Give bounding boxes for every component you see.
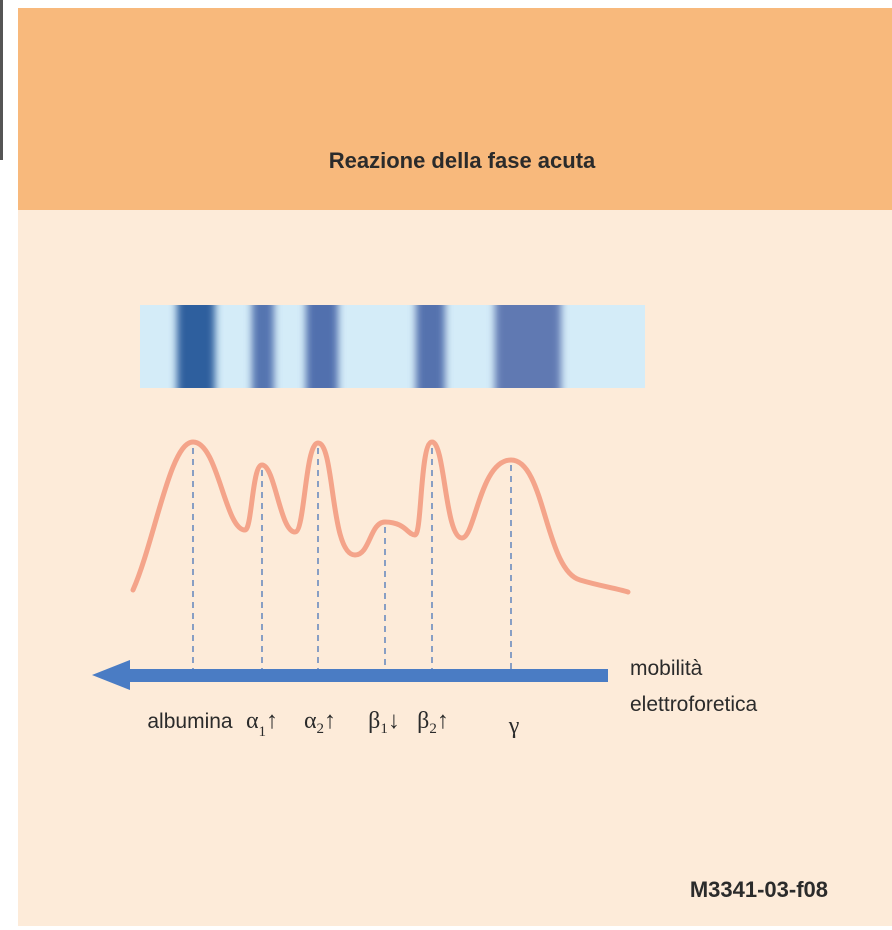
title: Reazione della fase acuta <box>329 148 596 173</box>
gel-background <box>140 305 645 388</box>
gel-band <box>495 305 561 388</box>
gel-band <box>177 305 215 388</box>
edge <box>0 0 3 160</box>
axis-label: mobilità <box>630 657 703 680</box>
symbol: β <box>417 708 429 734</box>
arrow: ↑ <box>437 708 449 734</box>
arrow: ↑ <box>266 708 278 734</box>
header <box>18 8 892 210</box>
gel-band <box>252 305 274 388</box>
axis-label: elettroforetica <box>630 693 758 716</box>
symbol: β <box>368 708 380 734</box>
subscript: 1 <box>380 721 388 737</box>
gel-strip <box>140 305 645 388</box>
arrow: ↑ <box>324 708 336 734</box>
subscript: 2 <box>317 721 325 737</box>
subscript: 2 <box>429 721 437 737</box>
fraction-label: γ <box>508 713 520 739</box>
symbol: α <box>304 708 317 734</box>
symbol: α <box>246 708 259 734</box>
mobility-arrow-shaft <box>120 669 608 682</box>
figure: Reazione della fase acuta mobilità elett… <box>0 0 892 930</box>
gel-band <box>306 305 338 388</box>
subscript: 1 <box>259 724 267 740</box>
gel-band <box>416 305 445 388</box>
fraction-label: albumina <box>147 710 233 733</box>
arrow: ↓ <box>388 708 400 734</box>
figure-id: M3341-03-f08 <box>690 877 828 902</box>
